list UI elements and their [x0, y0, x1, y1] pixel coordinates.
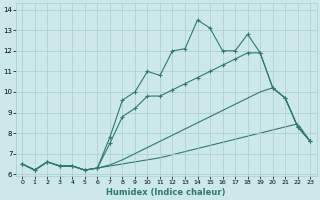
X-axis label: Humidex (Indice chaleur): Humidex (Indice chaleur)	[107, 188, 226, 197]
